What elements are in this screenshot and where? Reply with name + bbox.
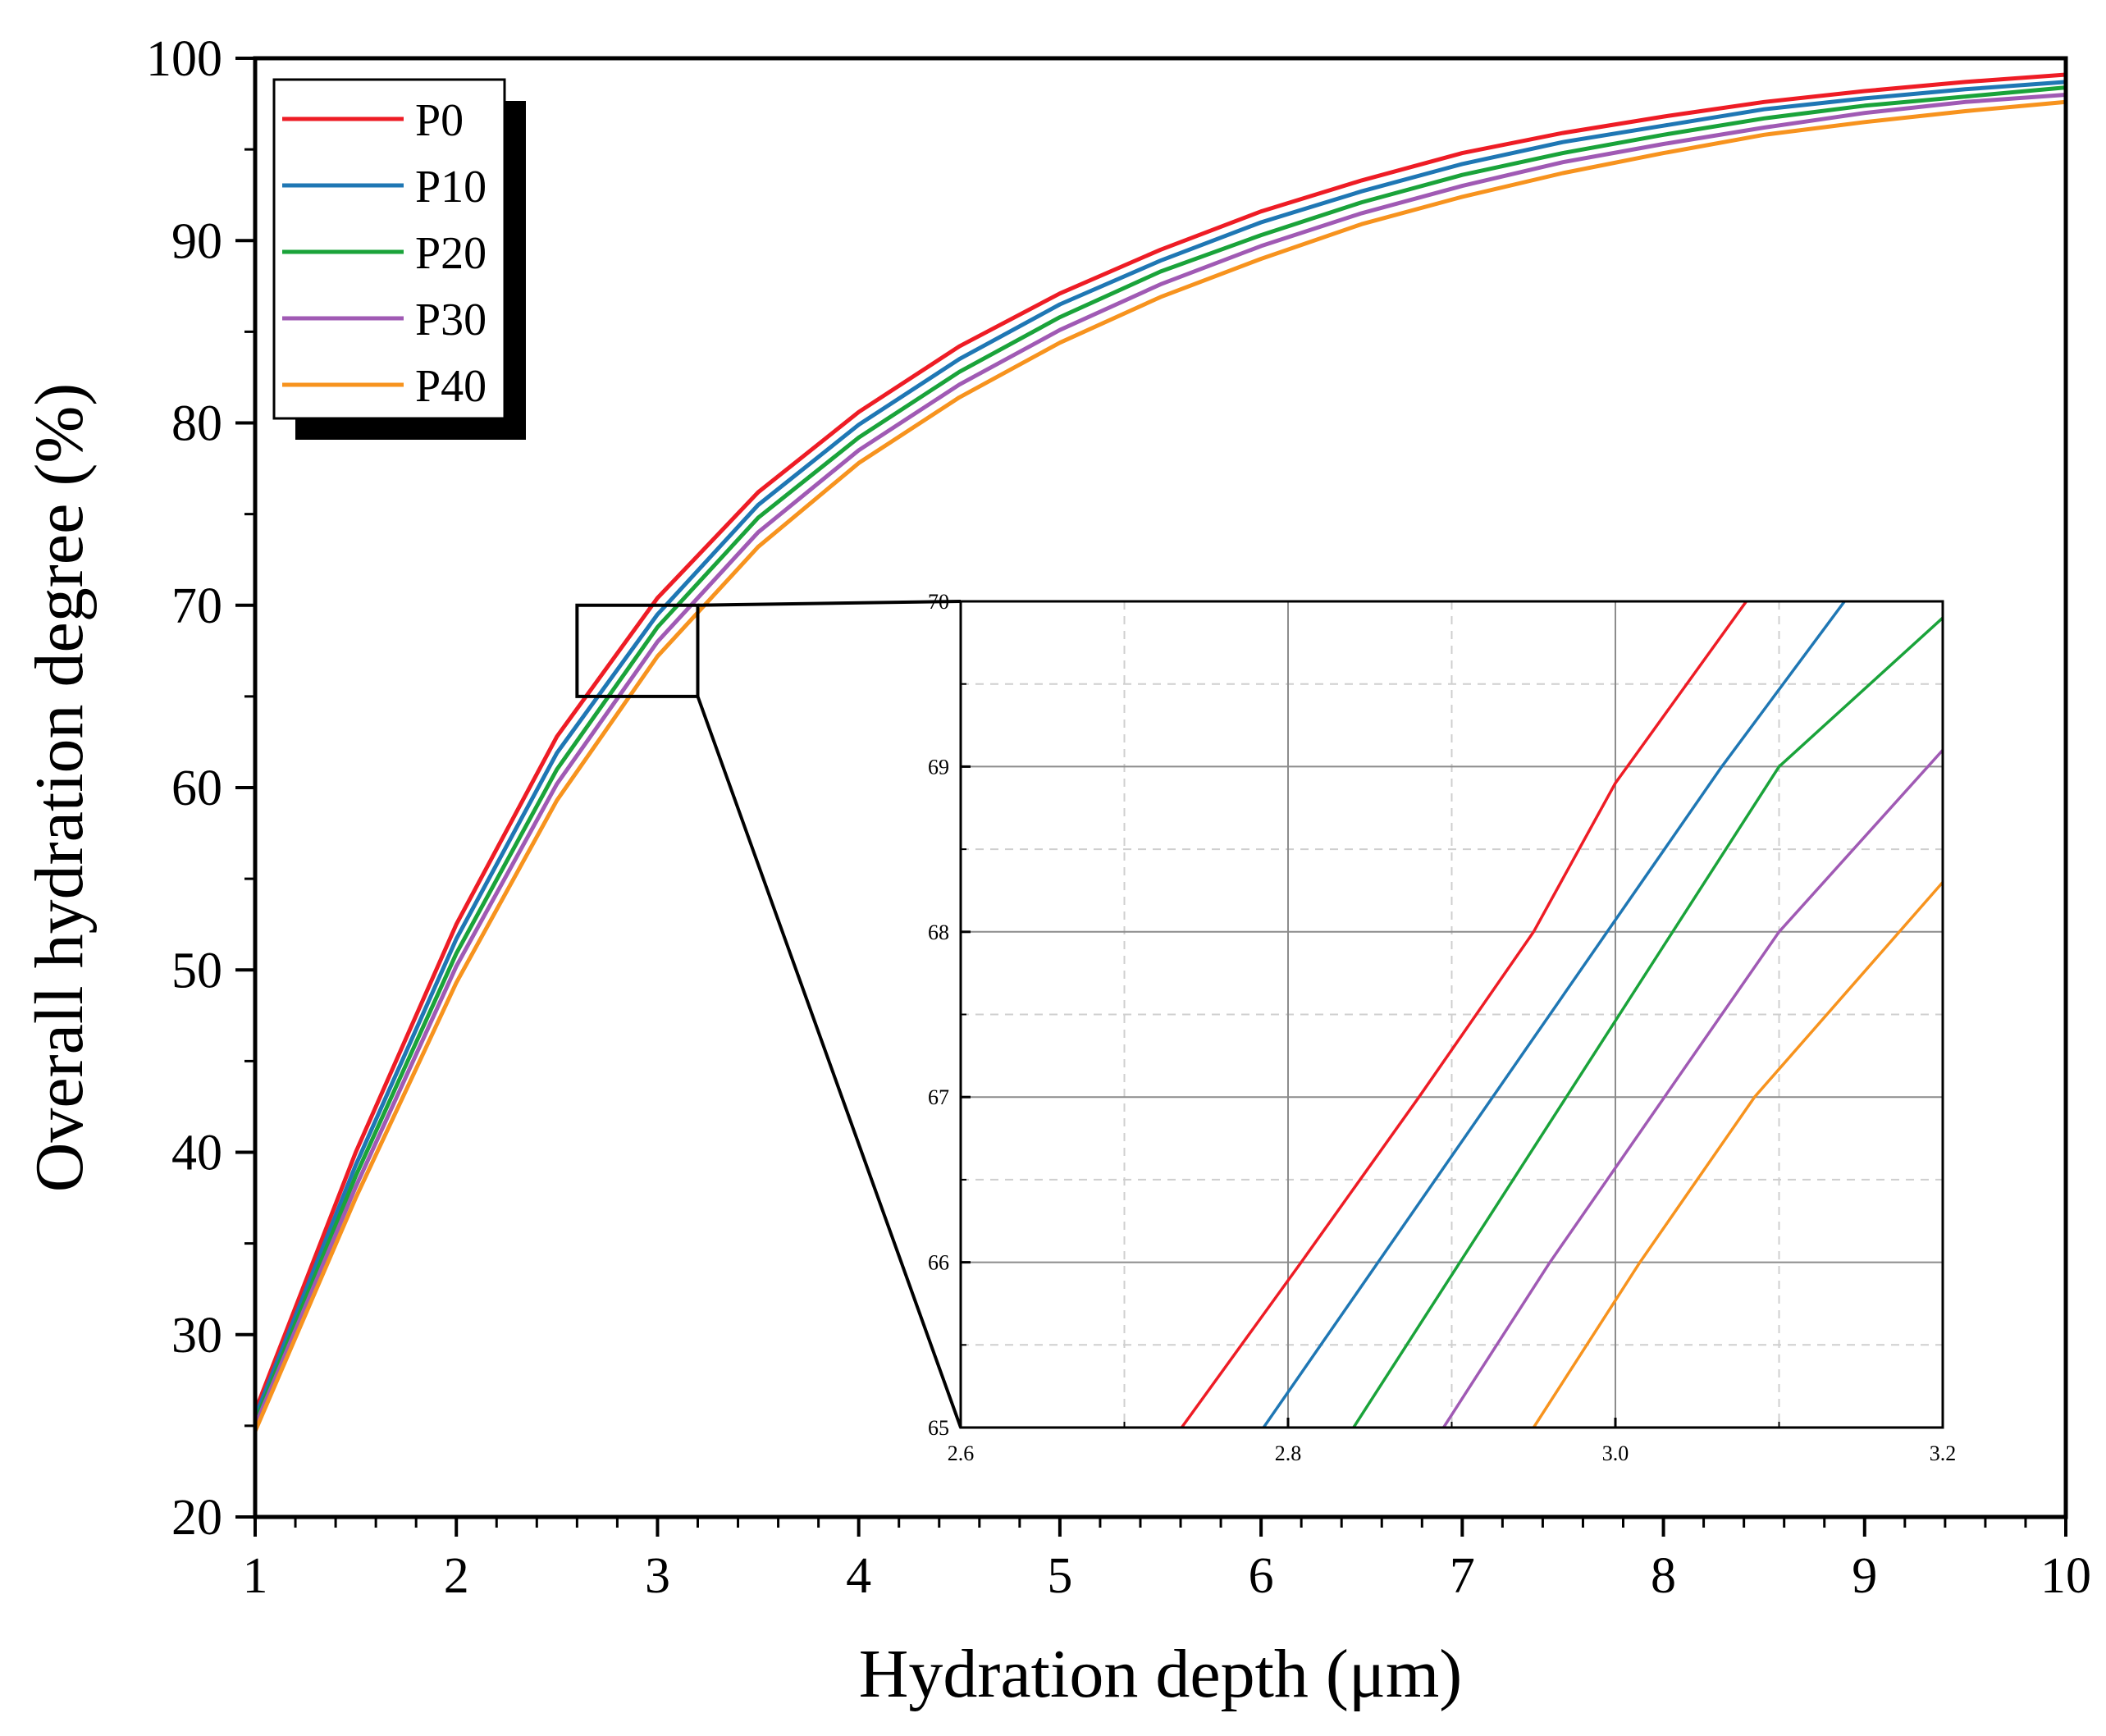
- series-line-p0: [253, 72, 2067, 1413]
- legend: P0 P10 P20 P30 P40: [272, 78, 526, 440]
- inset-y-tick-label: 69: [928, 755, 949, 779]
- x-tick-label: 2: [444, 1548, 469, 1604]
- inset-y-tick-label: 67: [928, 1085, 949, 1109]
- x-tick-label: 10: [2040, 1548, 2091, 1604]
- y-axis-title: Overall hydration degree (%): [21, 383, 98, 1193]
- legend-label-p20: P20: [415, 228, 487, 279]
- inset-series-group: [1180, 601, 1943, 1428]
- y-tick-label: 70: [171, 578, 222, 634]
- zoom-connector-bottom: [696, 696, 962, 1428]
- inset-series-line-p40: [1532, 881, 1943, 1428]
- inset-chart: 2.6 2.8 3.0 3.2 65 66 67 68 69 70: [928, 590, 1956, 1465]
- x-tick-label: 7: [1450, 1548, 1475, 1604]
- y-tick-label: 30: [171, 1308, 222, 1364]
- inset-series-line-p20: [1352, 616, 1943, 1428]
- series-line-p20: [253, 85, 2067, 1423]
- x-tick-label: 3: [645, 1548, 670, 1604]
- legend-label-p40: P40: [415, 361, 487, 412]
- x-tick-label: 6: [1249, 1548, 1274, 1604]
- inset-y-tick-label: 68: [928, 921, 949, 944]
- inset-y-tick-label: 66: [928, 1251, 949, 1275]
- inset-y-tick-label: 65: [928, 1416, 949, 1440]
- inset-x-tick-label: 3.0: [1602, 1441, 1629, 1465]
- series-line-p30: [253, 93, 2067, 1427]
- inset-y-tick-label: 70: [928, 590, 949, 614]
- y-tick-label: 100: [146, 31, 222, 87]
- x-tick-label: 1: [243, 1548, 268, 1604]
- y-tick-label: 80: [171, 396, 222, 452]
- inset-series-line-p10: [1262, 601, 1846, 1428]
- x-tick-label: 9: [1852, 1548, 1877, 1604]
- main-series-group: [253, 72, 2067, 1432]
- zoom-connector-top: [697, 600, 962, 607]
- legend-label-p10: P10: [415, 162, 487, 212]
- x-tick-label: 8: [1651, 1548, 1676, 1604]
- inset-x-tick-label: 2.8: [1275, 1441, 1302, 1465]
- inset-x-tick-label: 2.6: [948, 1441, 975, 1465]
- y-tick-label: 50: [171, 943, 222, 998]
- legend-box: [272, 78, 506, 420]
- inset-x-tick-label: 3.2: [1930, 1441, 1957, 1465]
- series-line-p40: [253, 99, 2067, 1432]
- inset-series-line-p30: [1442, 749, 1943, 1428]
- x-tick-label: 4: [846, 1548, 871, 1604]
- y-tick-label: 90: [171, 213, 222, 269]
- legend-label-p30: P30: [415, 295, 487, 345]
- y-tick-label: 60: [171, 761, 222, 816]
- x-tick-label: 5: [1047, 1548, 1072, 1604]
- y-tick-label: 20: [171, 1490, 222, 1546]
- zoom-indicator: [575, 600, 962, 1428]
- y-tick-label: 40: [171, 1126, 222, 1181]
- x-axis-title: Hydration depth (μm): [859, 1636, 1463, 1712]
- legend-label-p0: P0: [415, 95, 464, 146]
- inset-series-line-p0: [1180, 601, 1748, 1428]
- zoom-box: [575, 603, 700, 698]
- series-line-p10: [253, 80, 2067, 1418]
